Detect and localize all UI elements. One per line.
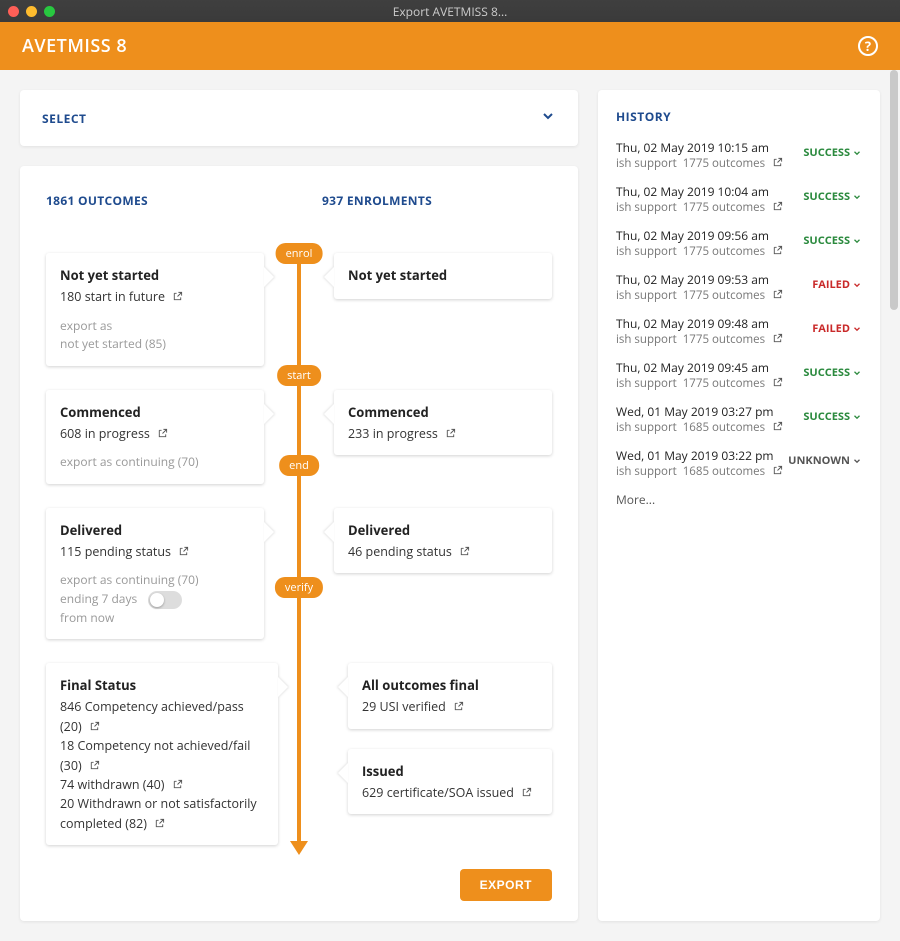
history-date: Thu, 02 May 2019 09:48 am	[616, 315, 783, 332]
external-link-icon[interactable]	[772, 289, 783, 300]
external-link-icon[interactable]	[772, 245, 783, 256]
history-item[interactable]: Wed, 01 May 2019 03:22 pmish support 168…	[616, 447, 862, 479]
pill-start: start	[277, 365, 321, 386]
chevron-down-icon	[852, 412, 862, 422]
external-link-icon[interactable]	[154, 818, 165, 829]
history-date: Thu, 02 May 2019 10:15 am	[616, 139, 783, 156]
app-header: AVETMISS 8 ?	[0, 22, 900, 70]
chevron-down-icon	[852, 192, 862, 202]
external-link-icon[interactable]	[172, 291, 183, 302]
pill-enrol: enrol	[276, 243, 323, 264]
external-link-icon[interactable]	[459, 546, 470, 557]
history-status[interactable]: SUCCESS	[803, 139, 862, 160]
select-label: SELECT	[42, 110, 86, 127]
card-enrolment-not-started[interactable]: Not yet started	[334, 253, 552, 299]
history-item[interactable]: Thu, 02 May 2019 09:53 amish support 177…	[616, 271, 862, 303]
external-link-icon[interactable]	[772, 377, 783, 388]
outcomes-header: 1861 OUTCOMES	[46, 192, 276, 209]
history-date: Thu, 02 May 2019 09:53 am	[616, 271, 783, 288]
external-link-icon[interactable]	[521, 787, 532, 798]
external-link-icon[interactable]	[772, 421, 783, 432]
history-date: Thu, 02 May 2019 10:04 am	[616, 183, 783, 200]
external-link-icon[interactable]	[172, 779, 183, 790]
external-link-icon[interactable]	[89, 760, 100, 771]
history-meta: ish support 1775 outcomes	[616, 288, 783, 303]
history-panel: HISTORY Thu, 02 May 2019 10:15 amish sup…	[598, 90, 880, 921]
history-status[interactable]: SUCCESS	[803, 359, 862, 380]
external-link-icon[interactable]	[772, 465, 783, 476]
history-more[interactable]: More...	[616, 491, 862, 508]
history-item[interactable]: Thu, 02 May 2019 10:04 amish support 177…	[616, 183, 862, 215]
external-link-icon[interactable]	[445, 428, 456, 439]
chevron-down-icon	[852, 368, 862, 378]
history-item[interactable]: Thu, 02 May 2019 10:15 amish support 177…	[616, 139, 862, 171]
history-meta: ish support 1685 outcomes	[616, 464, 783, 479]
history-meta: ish support 1775 outcomes	[616, 332, 783, 347]
card-outcome-not-started[interactable]: Not yet started 180 start in future expo…	[46, 253, 264, 366]
external-link-icon[interactable]	[772, 201, 783, 212]
chevron-down-icon	[852, 148, 862, 158]
timeline: enrol start end verify Not yet started 1…	[46, 253, 552, 845]
history-item[interactable]: Wed, 01 May 2019 03:27 pmish support 168…	[616, 403, 862, 435]
history-item[interactable]: Thu, 02 May 2019 09:56 amish support 177…	[616, 227, 862, 259]
history-status[interactable]: SUCCESS	[803, 227, 862, 248]
external-link-icon[interactable]	[453, 701, 464, 712]
history-meta: ish support 1685 outcomes	[616, 420, 783, 435]
ending-days-toggle[interactable]	[148, 591, 182, 609]
card-enrolment-delivered[interactable]: Delivered 46 pending status	[334, 508, 552, 574]
history-meta: ish support 1775 outcomes	[616, 156, 783, 171]
page-title: AVETMISS 8	[22, 34, 127, 58]
card-outcome-commenced[interactable]: Commenced 608 in progress export as cont…	[46, 390, 264, 484]
external-link-icon[interactable]	[772, 157, 783, 168]
export-button[interactable]: EXPORT	[460, 869, 552, 901]
card-enrolment-commenced[interactable]: Commenced 233 in progress	[334, 390, 552, 456]
enrolments-header: 937 ENROLMENTS	[276, 192, 552, 209]
card-outcome-final[interactable]: Final Status 846 Competency achieved/pas…	[46, 663, 278, 845]
select-panel[interactable]: SELECT	[20, 90, 578, 146]
history-status[interactable]: FAILED	[812, 271, 862, 292]
help-icon[interactable]: ?	[858, 36, 878, 56]
history-status[interactable]: SUCCESS	[803, 183, 862, 204]
history-title: HISTORY	[616, 108, 862, 125]
history-status[interactable]: FAILED	[812, 315, 862, 336]
history-date: Thu, 02 May 2019 09:56 am	[616, 227, 783, 244]
history-meta: ish support 1775 outcomes	[616, 244, 783, 259]
history-meta: ish support 1775 outcomes	[616, 376, 783, 391]
pill-end: end	[279, 455, 319, 476]
history-item[interactable]: Thu, 02 May 2019 09:45 amish support 177…	[616, 359, 862, 391]
scrollbar[interactable]	[888, 70, 900, 762]
card-enrolment-issued[interactable]: Issued 629 certificate/SOA issued	[348, 749, 552, 815]
card-enrolment-all-final[interactable]: All outcomes final 29 USI verified	[348, 663, 552, 729]
chevron-down-icon	[852, 280, 862, 290]
history-item[interactable]: Thu, 02 May 2019 09:48 amish support 177…	[616, 315, 862, 347]
external-link-icon[interactable]	[89, 721, 100, 732]
chevron-down-icon	[852, 236, 862, 246]
chevron-down-icon	[540, 108, 556, 128]
history-date: Wed, 01 May 2019 03:22 pm	[616, 447, 783, 464]
history-status[interactable]: UNKNOWN	[788, 447, 862, 468]
external-link-icon[interactable]	[772, 333, 783, 344]
chevron-down-icon	[852, 324, 862, 334]
history-meta: ish support 1775 outcomes	[616, 200, 783, 215]
history-status[interactable]: SUCCESS	[803, 403, 862, 424]
card-outcome-delivered[interactable]: Delivered 115 pending status export as c…	[46, 508, 264, 639]
history-date: Wed, 01 May 2019 03:27 pm	[616, 403, 783, 420]
external-link-icon[interactable]	[157, 428, 168, 439]
chevron-down-icon	[852, 456, 862, 466]
external-link-icon[interactable]	[178, 546, 189, 557]
pill-verify: verify	[275, 577, 323, 598]
mac-titlebar: Export AVETMISS 8...	[0, 0, 900, 22]
history-date: Thu, 02 May 2019 09:45 am	[616, 359, 783, 376]
timeline-panel: 1861 OUTCOMES 937 ENROLMENTS enrol start…	[20, 166, 578, 921]
window-title: Export AVETMISS 8...	[0, 3, 900, 20]
